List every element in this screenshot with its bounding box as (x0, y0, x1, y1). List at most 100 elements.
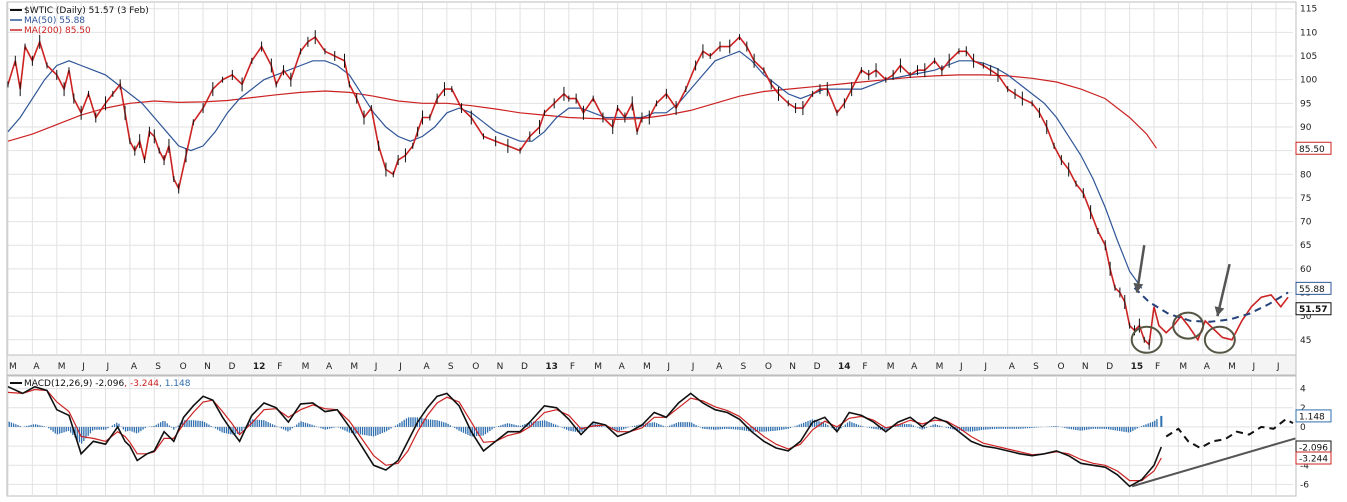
time-axis-tick-label: J (106, 362, 110, 372)
legend-label-macd: MACD(12,26,9) -2.096, -3.244, 1.148 (24, 379, 191, 389)
time-axis-tick-label: F (1155, 362, 1160, 372)
price-y-tick-label: 80 (1300, 170, 1312, 180)
time-axis-tick-label: F (570, 362, 575, 372)
time-axis-tick-label: S (740, 362, 746, 372)
time-axis-tick-label: J (1276, 362, 1280, 372)
time-axis-tick-label: M (9, 362, 17, 372)
time-axis-tick-label: D (1106, 362, 1113, 372)
time-axis-tick-label: M (936, 362, 944, 372)
macd-y-tick-label: -6 (1300, 480, 1309, 490)
legend-label-signal-value: , -3.244 (124, 379, 159, 389)
time-axis-tick-label: O (180, 362, 187, 372)
time-axis-tick-label: S (155, 362, 161, 372)
time-axis-tick-label: A (1009, 362, 1016, 372)
time-axis-tick-label: O (765, 362, 772, 372)
time-axis-tick-label: N (497, 362, 504, 372)
time-axis-tick-label: 12 (253, 362, 266, 372)
time-axis-tick-label: J (398, 362, 402, 372)
time-axis-tick-label: J (81, 362, 85, 372)
macd-tag-label: 1.148 (1299, 412, 1325, 422)
price-legend: $WTIC (Daily) 51.57 (3 Feb) MA(50) 55.88… (10, 6, 149, 36)
macd-trendline (1131, 437, 1296, 488)
macd-y-tick-label: -4 (1300, 461, 1309, 471)
macd-panel-frame (6, 375, 1297, 497)
time-axis-tick-label: J (1252, 362, 1256, 372)
macd-signal-line (7, 388, 1162, 482)
macd-tag-box (1295, 451, 1332, 465)
ma200-line (7, 74, 1157, 149)
time-axis-tick-label: D (521, 362, 528, 372)
macd-panel: 420-2-4-6 1.148-2.096-3.244 MACD(12,26,9… (6, 375, 1332, 497)
time-axis-tick-label: J (959, 362, 963, 372)
time-axis-tick-label: M (594, 362, 602, 372)
time-axis: M A M J J A S O N D 12 F M A M J J A S O N D 13 F M A M J J A S O N D 14 F M… (6, 354, 1297, 376)
annotation-arrow-head (1133, 282, 1144, 293)
ma50-line (7, 50, 1143, 289)
time-axis-tick-label: J (691, 362, 695, 372)
time-axis-tick-label: F (862, 362, 867, 372)
macd-series (7, 385, 1296, 488)
price-y-tick-label: 70 (1300, 218, 1312, 228)
price-y-tick-label: 60 (1300, 265, 1312, 275)
legend-label-ma50: MA(50) 55.88 (24, 16, 85, 26)
macd-y-tick-label: 4 (1300, 385, 1306, 395)
time-axis-tick-label: N (789, 362, 796, 372)
annotation-circle (1172, 311, 1205, 340)
price-y-tick-label: 95 (1300, 99, 1311, 109)
price-series (7, 30, 1289, 350)
price-tags: 85.50 55.88 51.57 (1295, 141, 1332, 316)
price-y-tick-label: 45 (1300, 336, 1311, 346)
price-tag-label: 85.50 (1299, 145, 1325, 155)
time-axis-tick-label: M (643, 362, 651, 372)
price-y-tick-label: 105 (1300, 52, 1317, 62)
time-axis-tick-label: M (1228, 362, 1236, 372)
price-tag-box (1295, 302, 1332, 316)
time-axis-tick-label: F (277, 362, 282, 372)
price-panel-frame (6, 1, 1297, 356)
legend-label-ma200: MA(200) 85.50 (24, 26, 91, 36)
time-axis-tick-label: 13 (545, 362, 558, 372)
price-y-tick-label: 75 (1300, 194, 1311, 204)
legend-label-wtic: $WTIC (Daily) 51.57 (3 Feb) (24, 6, 149, 16)
time-axis-tick-label: A (33, 362, 40, 372)
annotation-circle (1203, 325, 1236, 354)
price-tag-label: 51.57 (1299, 305, 1327, 315)
macd-tag-box (1295, 409, 1332, 423)
time-axis-tick-label: D (814, 362, 821, 372)
macd-tags: 1.148 -2.096-3.244 (1295, 409, 1332, 465)
time-axis-tick-label: J (374, 362, 378, 372)
macd-tag-label: -3.244 (1299, 455, 1328, 465)
price-tag-label: 55.88 (1299, 285, 1325, 295)
price-annotations (1130, 245, 1236, 354)
time-axis-tick-label: M (302, 362, 310, 372)
projection-dashed-line (1133, 287, 1289, 323)
macd-projection-dashed-line (1165, 418, 1294, 450)
price-y-tick-label: 65 (1300, 241, 1311, 251)
time-axis-band (6, 354, 1297, 376)
annotation-circle (1130, 325, 1163, 354)
time-axis-tick-label: J (983, 362, 987, 372)
time-axis-tick-label: S (1033, 362, 1039, 372)
time-axis-tick-label: N (204, 362, 211, 372)
macd-legend: MACD(12,26,9) -2.096, -3.244, 1.148 (10, 379, 191, 389)
time-axis-ticks: M A M J J A S O N D 12 F M A M J J A S O N D 13 F M A M J J A S O N D 14 F M… (9, 362, 1280, 372)
time-axis-tick-label: A (911, 362, 918, 372)
time-axis-tick-label: O (1057, 362, 1064, 372)
macd-tag-label: -2.096 (1299, 444, 1328, 454)
macd-line (7, 385, 1163, 488)
price-y-axis: 4550556065707580859095100105110115 (1300, 5, 1317, 346)
time-axis-tick-label: J (666, 362, 670, 372)
time-axis-tick-label: M (58, 362, 66, 372)
price-tag-box (1295, 141, 1332, 155)
price-y-tick-label: 100 (1300, 76, 1317, 86)
price-y-tick-label: 110 (1300, 28, 1317, 38)
macd-y-axis: 420-2-4-6 (1300, 385, 1309, 491)
price-y-tick-label: 50 (1300, 312, 1312, 322)
price-y-tick-label: 115 (1300, 5, 1317, 15)
annotation-arrow-head (1214, 306, 1225, 317)
price-y-tick-label: 90 (1300, 123, 1312, 133)
time-axis-tick-label: A (716, 362, 723, 372)
time-axis-tick-label: 15 (1131, 362, 1144, 372)
